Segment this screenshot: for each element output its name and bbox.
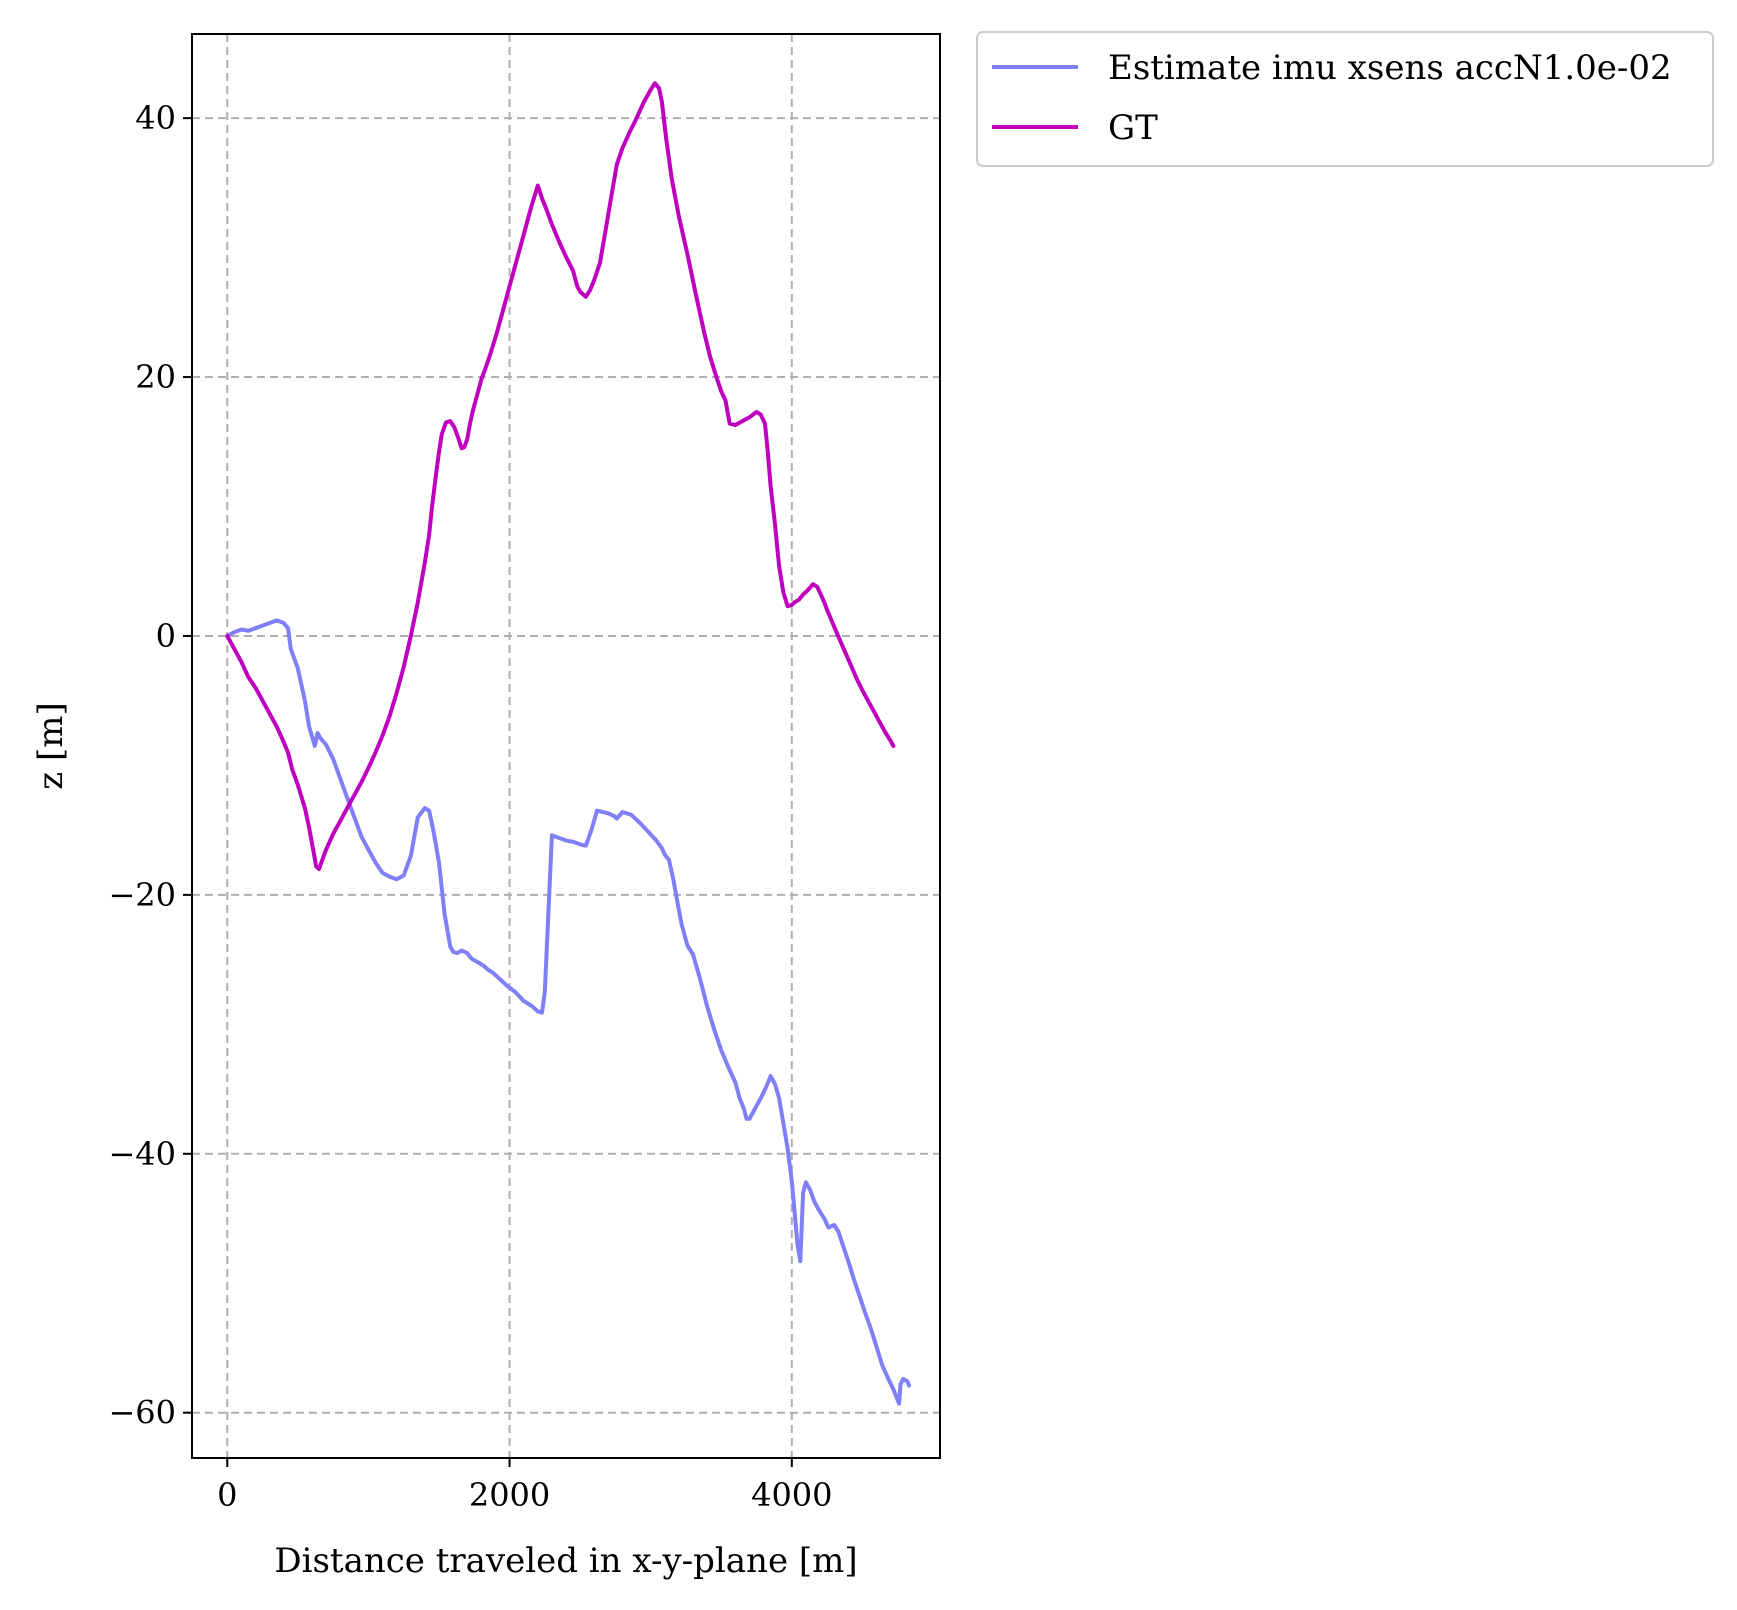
plot-frame	[191, 33, 941, 1459]
series-line-estimate	[225, 618, 911, 1406]
y-tick-label: 40	[135, 99, 176, 137]
x-tick-label: 4000	[751, 1476, 832, 1514]
y-tick-label: 0	[156, 617, 176, 655]
x-axis-label: Distance traveled in x-y-plane [m]	[274, 1541, 857, 1581]
x-tick-label: 2000	[469, 1476, 550, 1514]
y-tick-label: −20	[108, 876, 176, 914]
axis-ticks: 0 2000 4000 40 20 0 −20 −40 −60	[108, 99, 832, 1514]
grid	[192, 34, 940, 1458]
y-tick-label: −40	[108, 1135, 176, 1173]
legend-label-estimate: Estimate imu xsens accN1.0e-02	[1108, 48, 1672, 88]
legend: Estimate imu xsens accN1.0e-02 GT	[976, 31, 1714, 167]
legend-label-gt: GT	[1108, 108, 1158, 148]
y-tick-label: 20	[135, 358, 176, 396]
y-tick-label: −60	[108, 1394, 176, 1432]
x-tick-label: 0	[217, 1476, 237, 1514]
y-axis-label: z [m]	[31, 702, 71, 790]
series-line-gt	[225, 81, 896, 871]
series-layer	[225, 81, 911, 1406]
legend-box	[976, 31, 1714, 167]
